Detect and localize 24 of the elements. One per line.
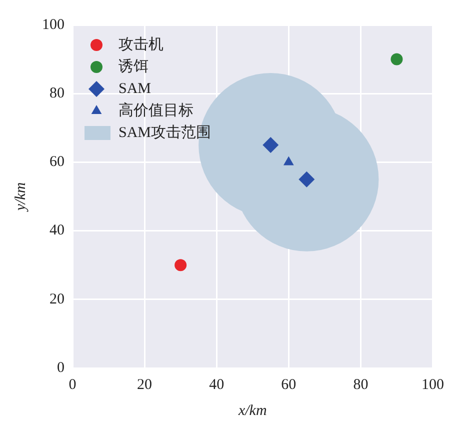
x-tick-label: 40 [209, 376, 224, 393]
point [262, 137, 279, 154]
legend-label: 攻击机 [118, 36, 164, 53]
point [283, 156, 294, 166]
legend-label: 诱饵 [118, 58, 148, 75]
legend-label: SAM [118, 80, 152, 97]
x-tick-label: 20 [137, 376, 152, 393]
y-tick-label: 40 [50, 222, 64, 239]
x-tick-label: 60 [281, 376, 296, 393]
y-tick-label: 80 [50, 86, 64, 102]
point [390, 53, 403, 66]
legend-label: SAM攻击范围 [118, 124, 212, 141]
point [174, 259, 187, 272]
point [298, 171, 315, 188]
x-tick-label: 0 [68, 376, 76, 393]
y-tick-label: 100 [42, 16, 64, 33]
y-axis-title: y/km [12, 182, 29, 213]
legend-label: 高价值目标 [118, 102, 194, 119]
x-tick-label: 100 [422, 376, 444, 393]
y-tick-label: 0 [57, 360, 64, 376]
y-tick-label: 60 [50, 154, 64, 170]
y-tick-label: 20 [50, 291, 64, 308]
x-axis-title: x/km [237, 402, 267, 419]
x-tick-label: 80 [353, 376, 368, 393]
